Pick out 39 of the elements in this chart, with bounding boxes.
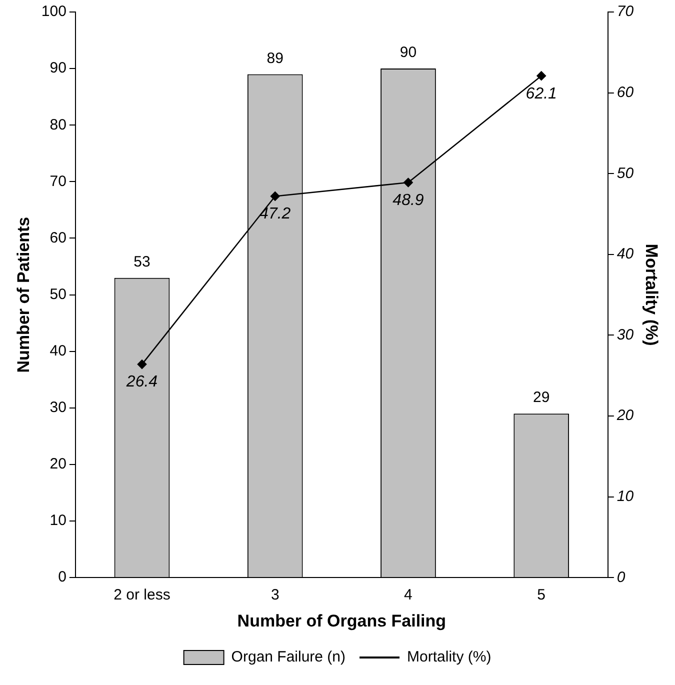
y2-tick-label: 50 (616, 164, 634, 182)
point (404, 178, 413, 188)
data-label: 26.4 (125, 374, 158, 391)
y-tick-label: 50 (50, 286, 66, 303)
y2-tick-label: 70 (616, 3, 634, 20)
data-label: 90 (400, 44, 417, 62)
y-tick-label: 40 (50, 342, 66, 360)
x-tick-label: 2 or less (114, 586, 170, 604)
y-tick-label: 10 (50, 512, 66, 530)
data-label: 62.1 (526, 85, 557, 102)
y2-tick-label: 0 (616, 568, 626, 586)
data-label: 29 (533, 389, 550, 406)
x-axis-title: Number of Organs Failing (237, 611, 446, 630)
y-axis-title: Number of Patients (14, 216, 33, 373)
x-tick-label: 3 (270, 586, 280, 604)
y-tick-label: 80 (50, 116, 66, 134)
y2-tick-label: 30 (616, 326, 634, 344)
y-tick-label: 90 (50, 60, 66, 77)
y2-tick-label: 40 (616, 246, 634, 263)
y-tick-label: 70 (50, 172, 66, 190)
point (137, 360, 147, 369)
y2-axis-title: Mortality (%) (642, 244, 662, 346)
y2-tick-label: 20 (616, 407, 634, 424)
data-label: 53 (134, 253, 150, 270)
y2-tick-label: 60 (616, 84, 634, 101)
x-tick-label: 4 (404, 586, 412, 604)
y-tick-label: 100 (41, 3, 66, 20)
point (270, 192, 280, 201)
data-label: 48.9 (392, 192, 424, 209)
legend-label: Mortality (%) (407, 648, 492, 666)
y-tick-label: 30 (50, 399, 66, 416)
point (536, 71, 546, 80)
y2-tick-label: 10 (616, 488, 634, 505)
legend-label: Organ Failure (n) (231, 648, 346, 666)
data-label: 89 (266, 50, 284, 67)
x-tick-label: 5 (537, 586, 546, 604)
y-tick-label: 20 (50, 456, 66, 473)
y-tick-label: 60 (50, 229, 66, 246)
y-tick-label: 0 (58, 568, 66, 586)
